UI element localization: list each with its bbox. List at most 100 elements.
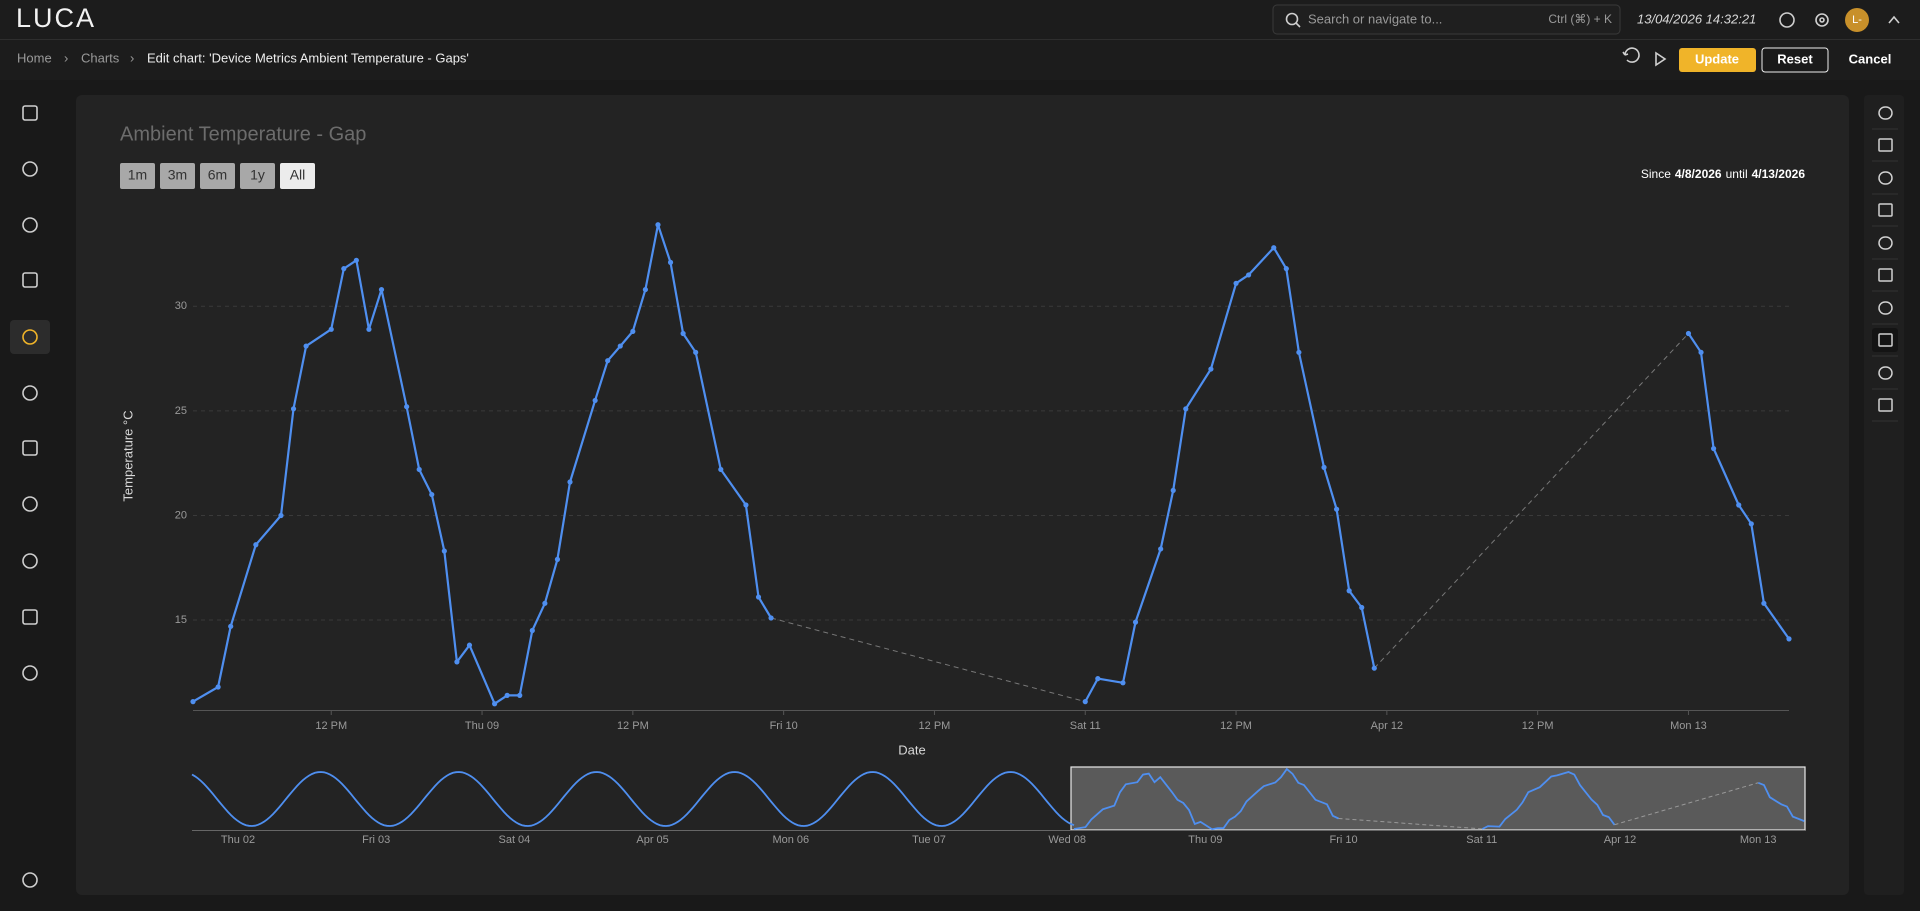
nav-icon[interactable] [22,665,38,681]
tool-icon[interactable] [1878,366,1893,380]
data-point[interactable] [1158,546,1164,552]
data-point[interactable] [655,222,661,228]
logo[interactable]: LUCA [16,3,96,33]
data-point[interactable] [667,259,674,265]
update-button[interactable] [1679,48,1756,72]
data-point[interactable] [366,326,372,332]
data-point[interactable] [1359,604,1365,611]
tool-icon[interactable] [1878,268,1893,282]
settings-icon[interactable] [1815,13,1829,27]
support-icon[interactable] [1779,12,1795,28]
data-point[interactable] [1233,280,1239,286]
data-point[interactable] [1736,502,1742,508]
data-point[interactable] [592,397,598,404]
data-point[interactable] [253,542,259,548]
data-point[interactable] [642,286,649,293]
breadcrumb-link[interactable]: Home [17,50,52,65]
tool-icon[interactable] [1878,398,1893,412]
nav-icon[interactable] [22,272,38,288]
data-point[interactable] [605,358,611,364]
data-point[interactable] [328,326,334,332]
tool-icon[interactable] [1878,106,1893,120]
data-point[interactable] [303,343,309,349]
data-point[interactable] [1170,487,1176,493]
data-point[interactable] [768,615,774,621]
tool-icon[interactable] [1878,203,1893,217]
navigator-selection[interactable] [1070,766,1806,831]
tool-icon[interactable] [1878,236,1893,250]
breadcrumb-link[interactable]: Charts [81,50,120,65]
data-point[interactable] [378,286,385,293]
range-button[interactable] [160,163,195,189]
data-point[interactable] [1748,521,1754,527]
nav-icon[interactable] [22,553,38,569]
play-icon[interactable] [1655,51,1667,67]
data-point[interactable] [454,659,460,665]
nav-icon[interactable] [22,440,38,456]
tool-icon[interactable] [1878,138,1893,152]
data-point[interactable] [1710,445,1717,452]
data-point[interactable] [1346,588,1352,594]
data-point[interactable] [416,466,422,473]
search-box[interactable] [1272,4,1621,35]
data-point[interactable] [617,343,623,349]
data-point[interactable] [429,491,435,498]
tool-icon[interactable] [1878,171,1893,185]
data-point[interactable] [743,502,749,508]
data-point[interactable] [1120,680,1126,686]
reset-button[interactable] [1761,47,1829,73]
data-point[interactable] [1698,349,1704,355]
data-point[interactable] [1082,699,1088,705]
data-point[interactable] [1296,349,1302,355]
data-point[interactable] [693,349,699,355]
data-point[interactable] [441,548,447,554]
data-point[interactable] [542,600,548,606]
data-point[interactable] [290,406,297,412]
data-point[interactable] [504,692,510,698]
data-point[interactable] [718,466,724,473]
data-point[interactable] [404,404,410,410]
range-button[interactable] [280,163,315,189]
data-point[interactable] [215,684,221,690]
data-point[interactable] [1132,619,1139,625]
data-point[interactable] [228,623,234,629]
nav-icon[interactable] [22,872,38,888]
data-point[interactable] [1246,272,1252,278]
data-point[interactable] [492,701,498,707]
nav-icon[interactable] [22,385,38,401]
data-point[interactable] [680,330,686,337]
data-point[interactable] [1761,600,1767,606]
data-point[interactable] [1371,665,1377,671]
data-point[interactable] [1786,636,1792,642]
data-point[interactable] [1183,406,1189,412]
tool-icon[interactable] [1878,301,1893,315]
data-point[interactable] [630,328,636,335]
range-button[interactable] [120,163,155,189]
data-point[interactable] [1685,330,1692,337]
data-point[interactable] [341,266,347,272]
nav-icon[interactable] [22,161,38,177]
data-point[interactable] [190,699,196,705]
data-point[interactable] [755,594,762,600]
nav-icon[interactable] [22,609,38,625]
data-point[interactable] [554,556,561,563]
data-point[interactable] [1095,676,1101,682]
collapse-icon[interactable] [1888,15,1900,24]
data-point[interactable] [278,512,284,519]
nav-icon[interactable] [22,217,38,233]
data-point[interactable] [466,642,473,648]
data-point[interactable] [517,692,523,698]
range-button[interactable] [240,163,275,189]
avatar[interactable] [1845,8,1869,32]
tool-icon[interactable] [1878,333,1893,347]
nav-icon[interactable] [22,496,38,512]
nav-icon[interactable] [22,105,38,121]
data-point[interactable] [1321,464,1327,470]
data-point[interactable] [1271,245,1277,251]
data-point[interactable] [353,257,359,263]
data-point[interactable] [1283,266,1289,272]
nav-icon[interactable] [22,329,38,345]
cancel-button[interactable]: Cancel [1849,51,1892,66]
data-point[interactable] [529,627,535,634]
data-point[interactable] [1208,366,1214,372]
